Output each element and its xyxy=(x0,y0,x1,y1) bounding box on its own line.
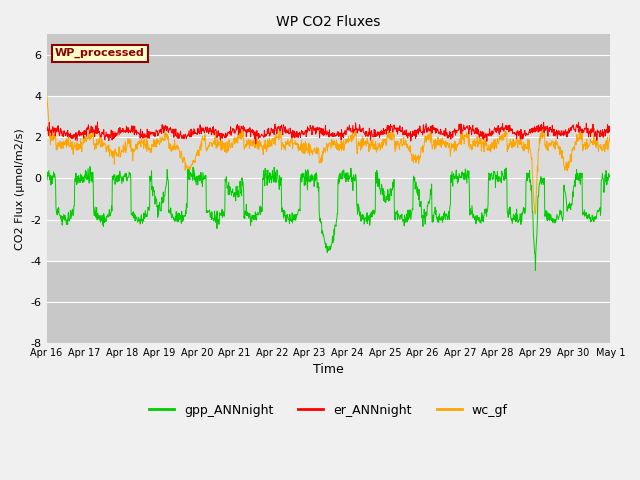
Legend: gpp_ANNnight, er_ANNnight, wc_gf: gpp_ANNnight, er_ANNnight, wc_gf xyxy=(144,399,513,421)
Bar xyxy=(47,96,611,261)
Y-axis label: CO2 Flux (μmol/m2/s): CO2 Flux (μmol/m2/s) xyxy=(15,128,25,250)
Bar xyxy=(47,261,611,343)
Text: WP_processed: WP_processed xyxy=(55,48,145,58)
Title: WP CO2 Fluxes: WP CO2 Fluxes xyxy=(276,15,381,29)
X-axis label: Time: Time xyxy=(313,363,344,376)
Bar xyxy=(47,35,611,96)
